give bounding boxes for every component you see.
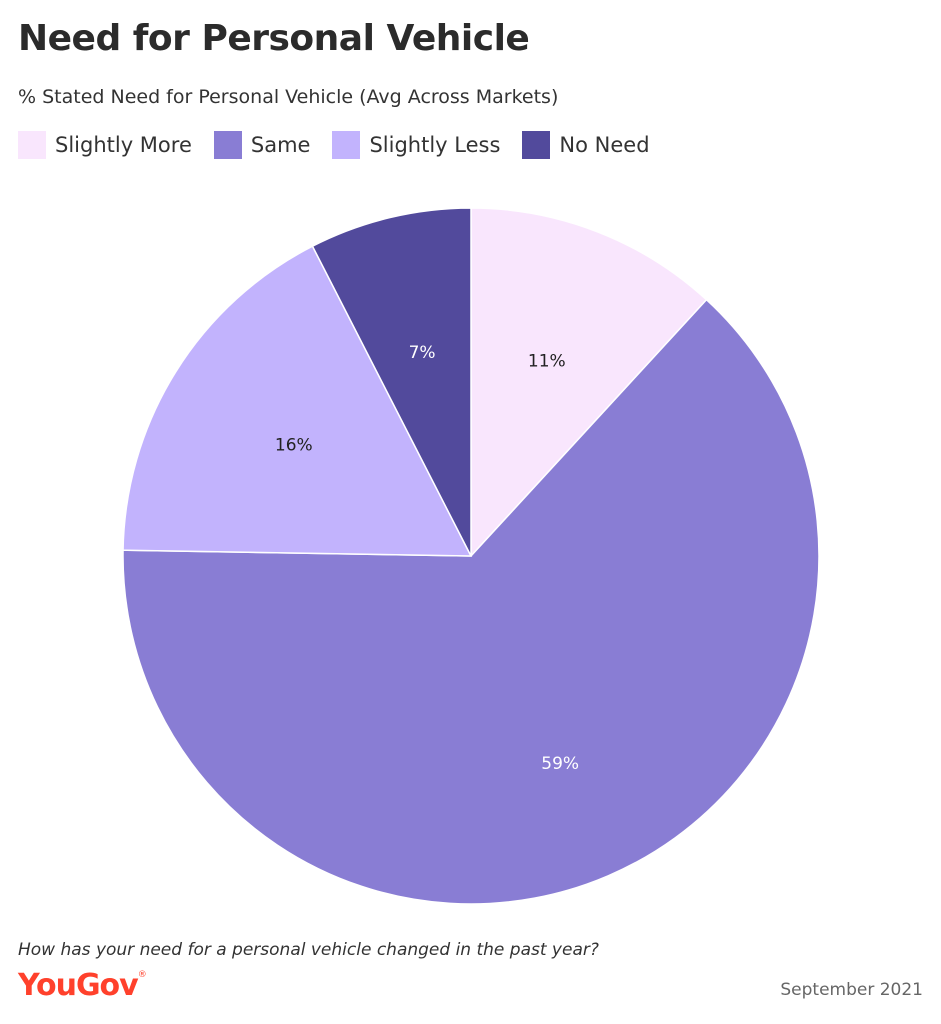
publish-date: September 2021 (780, 980, 923, 1000)
slice-label-same: 59% (541, 754, 579, 774)
legend-swatch-no-need (522, 131, 551, 159)
yougov-logo: YouGov® (18, 968, 147, 1003)
pie-slice-same (122, 298, 820, 905)
pie-slice-slightly-less (122, 245, 473, 557)
legend: Slightly More Same Slightly Less No Need (18, 131, 672, 159)
legend-label-slightly-less: Slightly Less (369, 133, 501, 157)
legend-label-slightly-more: Slightly More (55, 133, 192, 157)
legend-label-same: Same (250, 133, 311, 157)
chart-title: Need for Personal Vehicle (18, 18, 530, 59)
slice-label-no-need: 7% (409, 343, 436, 363)
registered-mark: ® (137, 970, 147, 980)
pie-slice-no-need (311, 207, 472, 557)
survey-question: How has your need for a personal vehicle… (18, 940, 599, 960)
slice-label-slightly-less: 16% (275, 436, 313, 456)
legend-swatch-slightly-less (332, 131, 361, 159)
legend-swatch-same (213, 131, 242, 159)
pie-slice-slightly-more (470, 207, 708, 558)
slice-label-slightly-more: 11% (528, 351, 566, 371)
legend-item-slightly-less: Slightly Less (332, 131, 500, 159)
legend-item-no-need: No Need (522, 131, 650, 159)
legend-label-no-need: No Need (559, 133, 650, 157)
legend-swatch-slightly-more (18, 131, 46, 159)
logo-text: YouGov (18, 968, 139, 1003)
chart-subtitle: % Stated Need for Personal Vehicle (Avg … (18, 86, 559, 108)
legend-item-same: Same (213, 131, 311, 159)
legend-item-slightly-more: Slightly More (18, 131, 192, 159)
